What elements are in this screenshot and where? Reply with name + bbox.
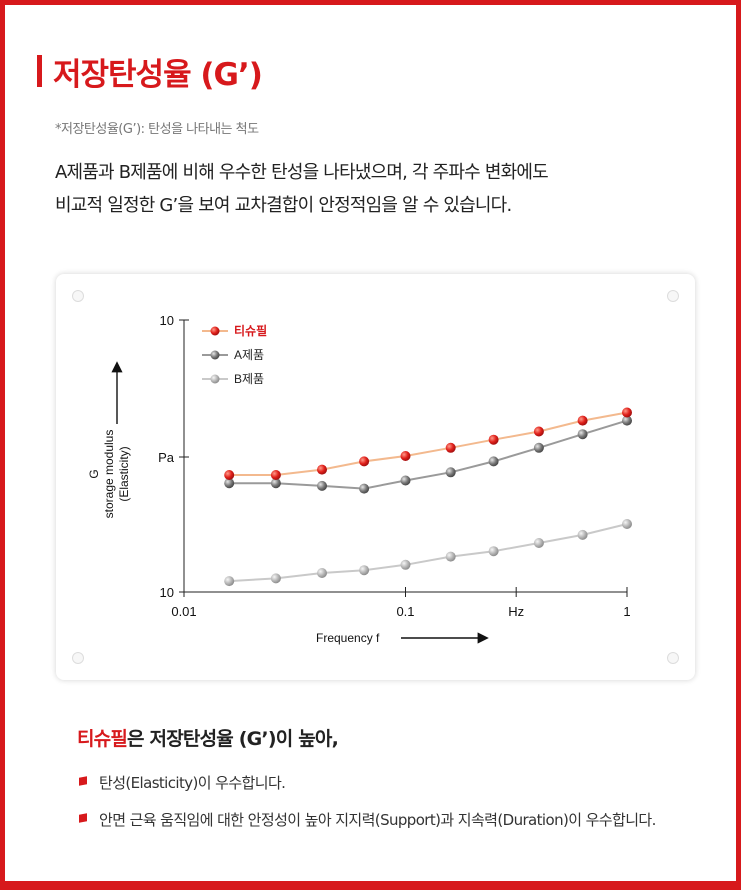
bullet-list: 탄성(Elasticity)이 우수합니다. 안면 근육 움직임에 대한 안정성… — [77, 769, 707, 843]
legend-label: B제품 — [234, 372, 264, 386]
data-point — [445, 551, 456, 562]
legend-marker — [210, 374, 220, 384]
legend-marker — [210, 326, 220, 336]
list-item: 안면 근육 움직임에 대한 안정성이 높아 지지력(Support)과 지속력(… — [77, 806, 707, 835]
legend-marker — [210, 350, 220, 360]
legend-label: A제품 — [234, 348, 264, 362]
summary-heading: 티슈필은 저장탄성율 (G’)이 높아, — [77, 724, 339, 751]
y-axis-label: G — [87, 469, 101, 478]
data-point — [445, 442, 456, 453]
bullet-icon — [79, 813, 87, 823]
data-point — [400, 475, 411, 486]
data-point — [317, 480, 327, 491]
data-point — [533, 538, 544, 548]
screw-decoration — [667, 652, 679, 664]
data-point — [577, 429, 588, 440]
data-point — [359, 456, 370, 467]
description-line: A제품과 B제품에 비해 우수한 탄성을 나타냈으며, 각 주파수 변화에도 — [55, 162, 549, 183]
x-axis-label: Frequency f — [316, 631, 380, 645]
x-tick-label: Hz — [508, 604, 524, 619]
data-point — [622, 415, 632, 426]
bullet-text: 안면 근육 움직임에 대한 안정성이 높아 지지력(Support)과 지속력(… — [99, 811, 656, 829]
bullet-text: 탄성(Elasticity)이 우수합니다. — [99, 774, 286, 792]
data-point — [317, 464, 327, 475]
description: A제품과 B제품에 비해 우수한 탄성을 나타냈으며, 각 주파수 변화에도 비… — [55, 156, 715, 222]
data-point — [359, 565, 370, 576]
data-point — [488, 434, 499, 445]
data-point — [400, 451, 411, 461]
data-point — [445, 467, 456, 478]
data-point — [270, 478, 281, 489]
data-point — [317, 568, 327, 578]
storage-modulus-chart: 10 Pa 10 0.01 0.1 Hz 1 Frequency f G storage modu… — [87, 313, 632, 645]
y-axis-label: (Elasticity) — [117, 446, 131, 501]
data-point — [533, 442, 544, 453]
series-line — [229, 419, 628, 490]
x-tick-label: 0.01 — [171, 604, 196, 619]
description-line: 비교적 일정한 G’을 보여 교차결합이 안정적임을 알 수 있습니다. — [55, 195, 512, 216]
data-point — [224, 576, 235, 587]
data-point — [577, 529, 588, 540]
data-point — [224, 478, 235, 489]
data-point — [270, 470, 281, 480]
list-item: 탄성(Elasticity)이 우수합니다. — [77, 769, 707, 798]
series-line — [229, 523, 628, 583]
data-point — [488, 546, 499, 557]
screw-decoration — [72, 290, 84, 302]
y-tick-label: Pa — [158, 450, 175, 465]
data-point — [533, 426, 544, 437]
data-point — [224, 470, 235, 480]
screw-decoration — [667, 290, 679, 302]
y-tick-label: 10 — [160, 585, 174, 600]
series-line — [229, 411, 628, 476]
x-tick-label: 1 — [623, 604, 630, 619]
legend-label: 티슈필 — [234, 323, 267, 338]
y-tick-label: 10 — [160, 313, 174, 328]
data-point — [488, 456, 499, 467]
y-axis-label: storage modulus — [102, 430, 116, 519]
data-point — [359, 483, 370, 494]
data-point — [400, 559, 411, 570]
data-point — [622, 519, 632, 529]
bullet-icon — [79, 776, 87, 786]
data-point — [577, 415, 588, 426]
data-point — [622, 407, 632, 418]
page-title: 저장탄성율 (G’) — [53, 57, 263, 93]
summary-text: 은 저장탄성율 (G’)이 높아, — [127, 728, 339, 750]
brand-name: 티슈필 — [77, 728, 128, 750]
screw-decoration — [72, 652, 84, 664]
title-accent-bar — [37, 55, 42, 87]
x-tick-label: 0.1 — [396, 604, 414, 619]
data-point — [270, 573, 281, 584]
definition-note: *저장탄성율(G’): 탄성을 나타내는 척도 — [55, 122, 259, 137]
